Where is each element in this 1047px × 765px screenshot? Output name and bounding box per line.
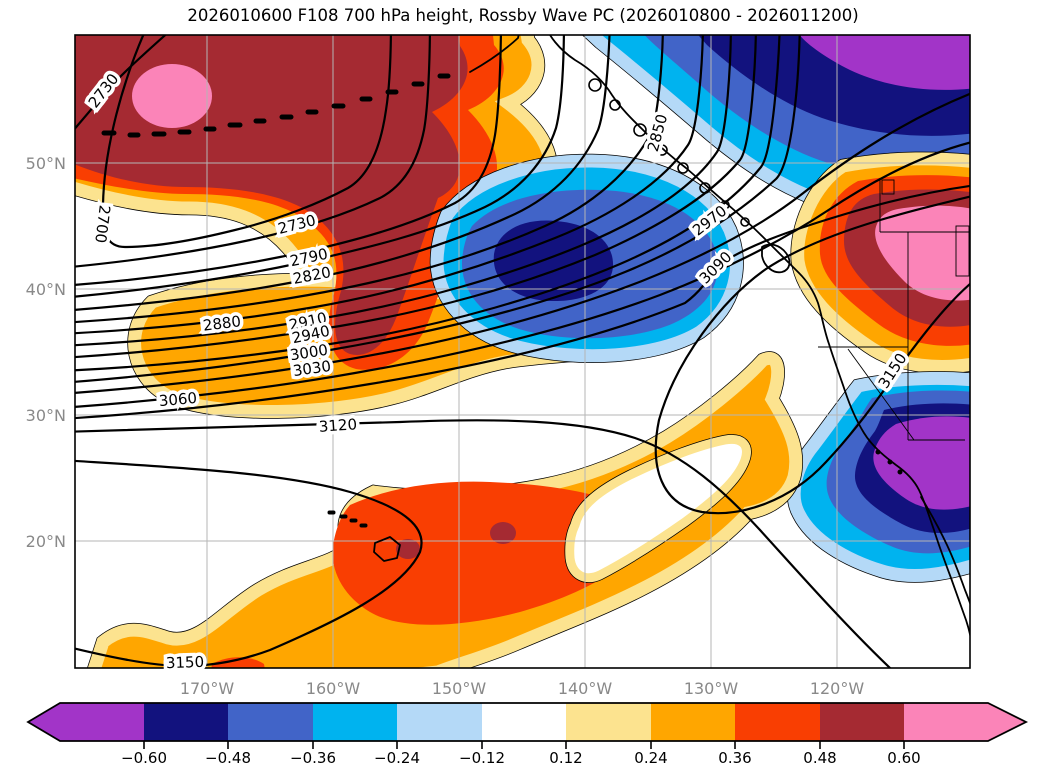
contour-label: 3150 (166, 653, 205, 672)
contour-2880 (75, 35, 704, 335)
colorbar-segment (313, 703, 397, 741)
contour-label: 3120 (318, 415, 357, 436)
warm-subtropic-bottom-red-strip (211, 657, 265, 668)
lon-tick-label: 130°W (684, 679, 739, 698)
colorbar-segment (651, 703, 735, 741)
cold-ne-band-purple-fill (799, 35, 970, 90)
height-contour-lines (75, 35, 970, 668)
colorbar-segment (60, 703, 144, 741)
lat-lon-gridlines (75, 35, 970, 668)
colorbar-segment (482, 703, 566, 741)
contour-3150-west (75, 459, 423, 668)
contour-label: 3060 (158, 389, 198, 410)
contour-2700 (101, 35, 393, 249)
contour-label: 2700 (91, 204, 114, 244)
colorbar-segment (397, 703, 482, 741)
hawaii-islands (327, 510, 401, 562)
colorbar-tick-label: 0.60 (887, 749, 920, 765)
vancouver-island (761, 243, 791, 274)
colorbar-tick-labels: −0.60 −0.48 −0.36 −0.24 −0.12 0.12 0.24 … (121, 749, 921, 765)
colorbar-tick-label: −0.60 (121, 749, 167, 765)
colorbar-over-arrow (988, 703, 1026, 741)
lon-tick-label: 150°W (432, 679, 487, 698)
colorbar-tick-label: 0.12 (549, 749, 582, 765)
chart-title: 2026010600 F108 700 hPa height, Rossby W… (187, 6, 858, 25)
map-frame (74, 34, 971, 669)
contour-2790 (75, 35, 565, 298)
alaska-panhandle-islands (588, 78, 750, 227)
colorbar-segment (566, 703, 651, 741)
contour-3060 (75, 141, 970, 408)
colorbar-tick-label: −0.12 (459, 749, 505, 765)
colorbar-outline (26, 702, 1029, 742)
colorbar-tick-label: 0.36 (718, 749, 751, 765)
contour-2820 (75, 35, 611, 311)
axis-labels: 50°N 40°N 30°N 20°N 170°W 160°W 150°W 14… (26, 154, 865, 698)
colorbar-segment (144, 703, 228, 741)
colorbar-under-arrow (28, 703, 60, 741)
lon-tick-label: 140°W (558, 679, 613, 698)
lat-tick-label: 30°N (26, 406, 66, 425)
colorbar-ticks (143, 741, 905, 749)
colorbar: −0.60 −0.48 −0.36 −0.24 −0.12 0.12 0.24 … (26, 702, 1029, 765)
socal-channel-islands (875, 449, 903, 475)
contour-2850 (75, 35, 664, 324)
contour-2730 (75, 35, 431, 268)
colorbar-tick-label: −0.36 (290, 749, 336, 765)
warm-subtropic-orangered-fill (332, 481, 644, 625)
contour-2970 (75, 35, 781, 372)
contour-3030 (75, 92, 970, 394)
warm-subtropic-darkred-spot (396, 539, 420, 559)
warm-subtropic-darkred-spot (490, 522, 516, 544)
lon-tick-label: 160°W (306, 679, 361, 698)
shaded-anomaly-fills (75, 35, 970, 668)
gulf-of-california-coast (920, 496, 970, 606)
lat-tick-label: 50°N (26, 154, 66, 173)
colorbar-tick-label: −0.48 (205, 749, 251, 765)
contour-3150-east-loop (654, 195, 970, 515)
warm-nw-pink-core (132, 64, 212, 128)
alaska-peninsula-coast (469, 35, 520, 73)
warm-basin-pink-core (875, 205, 970, 301)
contour-3090 (75, 184, 970, 420)
colorbar-tick-label: 0.48 (803, 749, 836, 765)
contour-2940 (75, 35, 757, 359)
contour-2760 (75, 35, 503, 286)
colorbar-segment (735, 703, 820, 741)
contour-2730-nw (75, 35, 167, 131)
contour-2910 (75, 35, 732, 347)
contour-3000 (75, 35, 801, 383)
lat-tick-label: 40°N (26, 280, 66, 299)
lat-tick-label: 20°N (26, 532, 66, 551)
colorbar-segment (820, 703, 904, 741)
colorbar-tick-label: 0.24 (634, 749, 667, 765)
alaska-west-coast (549, 35, 970, 639)
colorbar-segment (228, 703, 313, 741)
lon-tick-label: 170°W (180, 679, 235, 698)
lon-tick-label: 120°W (810, 679, 865, 698)
colorbar-tick-label: −0.24 (374, 749, 420, 765)
colorbar-segment (904, 703, 988, 741)
contour-3120 (75, 419, 892, 668)
